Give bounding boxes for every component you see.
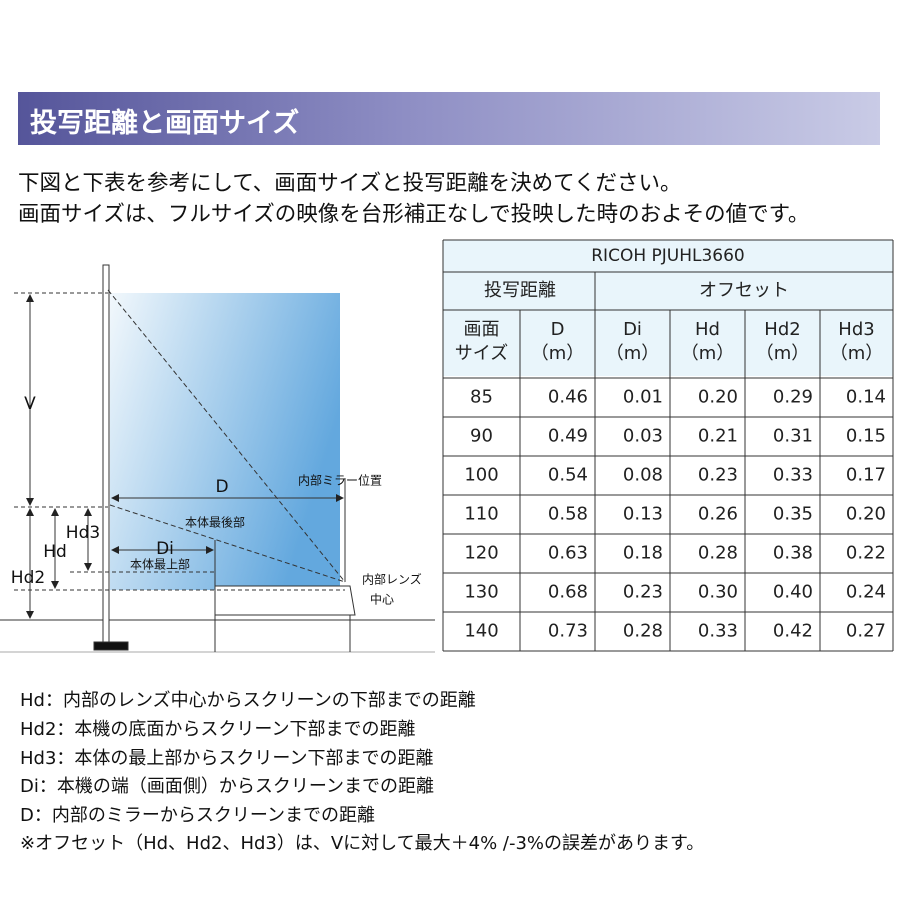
cell-text: 0.13 — [623, 504, 663, 525]
cell-text: 90 — [470, 426, 493, 447]
cell-text: 110 — [464, 504, 498, 525]
cell-text: 0.54 — [548, 465, 588, 486]
cell-text: 100 — [464, 465, 498, 486]
cell-text: 0.33 — [698, 621, 738, 642]
cell-text: 0.42 — [773, 621, 813, 642]
diagram — [0, 264, 435, 653]
note: Di：本機の端（画面側）からスクリーンまでの距離 — [20, 776, 434, 797]
banner: 投写距離と画面サイズ — [18, 92, 880, 145]
cell-text: 0.15 — [846, 426, 886, 447]
cell-text: 0.29 — [773, 387, 813, 408]
note: Hd2：本機の底面からスクリーン下部までの距離 — [20, 719, 416, 740]
diagram-label: D — [215, 477, 228, 497]
cell-text: 0.31 — [773, 426, 813, 447]
cell-text: 0.14 — [846, 387, 886, 408]
cell-text: 0.26 — [698, 504, 738, 525]
cell-text: 130 — [464, 582, 498, 603]
cell-text: 0.20 — [846, 504, 886, 525]
cell-text: 0.40 — [773, 582, 813, 603]
cell-text: 0.63 — [548, 543, 588, 564]
cell-text: （m） — [606, 343, 660, 364]
diagram-label: 内部ミラー位置 — [298, 473, 382, 488]
cell-text: 0.35 — [773, 504, 813, 525]
note: Hd3：本体の最上部からスクリーン下部までの距離 — [20, 748, 434, 769]
diagram-label: Hd — [43, 542, 67, 562]
cell-text: D — [551, 319, 565, 340]
diagram-label: Hd2 — [11, 568, 45, 588]
cell-text: （m） — [756, 343, 810, 364]
cell-text: 0.20 — [698, 387, 738, 408]
cell-text: Di — [623, 319, 642, 340]
cell-text: 0.28 — [698, 543, 738, 564]
intro-line: 下図と下表を参考にして、画面サイズと投写距離を決めてください。 — [18, 171, 682, 196]
note: ※オフセット（Hd、Hd2、Hd3）は、Vに対して最大＋4% /-3%の誤差があ… — [20, 833, 705, 854]
cell-text: 0.18 — [623, 543, 663, 564]
cell-text: Hd2 — [764, 319, 800, 340]
cell-text: 0.08 — [623, 465, 663, 486]
cell-text: Hd3 — [838, 319, 874, 340]
title: 投写距離と画面サイズ — [30, 108, 300, 139]
cell-text: 0.58 — [548, 504, 588, 525]
cell-text: 0.27 — [846, 621, 886, 642]
cell-text: 投写距離 — [484, 280, 556, 301]
diagram-label: Hd3 — [66, 523, 100, 543]
intro-line: 画面サイズは、フルサイズの映像を台形補正なしで投映した時のおよその値です。 — [18, 202, 810, 227]
cell-text: Hd — [695, 319, 720, 340]
cell-text: 0.17 — [846, 465, 886, 486]
header-bg — [443, 240, 893, 376]
cell-text: 0.30 — [698, 582, 738, 603]
diagram-label: 本体最後部 — [185, 515, 245, 530]
diagram-label: Di — [156, 539, 174, 559]
cell-text: 0.03 — [623, 426, 663, 447]
cell-text: 0.01 — [623, 387, 663, 408]
cell-text: 0.38 — [773, 543, 813, 564]
cell-text: 120 — [464, 543, 498, 564]
cell-text: 0.49 — [548, 426, 588, 447]
cell-text: 画面 — [464, 319, 500, 340]
cell-text: サイズ — [455, 343, 508, 364]
cell-text: 0.28 — [623, 621, 663, 642]
cell-text: （m） — [681, 343, 735, 364]
cell-text: 140 — [464, 621, 498, 642]
cell-text: 0.23 — [698, 465, 738, 486]
diagram-label: 中心 — [370, 592, 394, 607]
cell-text: 0.46 — [548, 387, 588, 408]
cell-text: 0.23 — [623, 582, 663, 603]
cell-text: 0.21 — [698, 426, 738, 447]
cell-text: RICOH PJUHL3660 — [591, 246, 745, 266]
cell-text: 85 — [470, 387, 493, 408]
diagram-label: V — [24, 394, 36, 414]
diagram-label: 内部レンズ — [362, 572, 422, 587]
cell-text: オフセット — [699, 280, 789, 301]
cell-text: （m） — [830, 343, 884, 364]
cell-text: 0.68 — [548, 582, 588, 603]
cell-text: 0.33 — [773, 465, 813, 486]
note: Hd：内部のレンズ中心からスクリーンの下部までの距離 — [20, 690, 476, 711]
diagram-label: 本体最上部 — [130, 557, 190, 572]
note: D：内部のミラーからスクリーンまでの距離 — [20, 805, 375, 826]
cell-text: 0.24 — [846, 582, 886, 603]
cell-text: 0.73 — [548, 621, 588, 642]
cell-text: （m） — [531, 343, 585, 364]
cell-text: 0.22 — [846, 543, 886, 564]
